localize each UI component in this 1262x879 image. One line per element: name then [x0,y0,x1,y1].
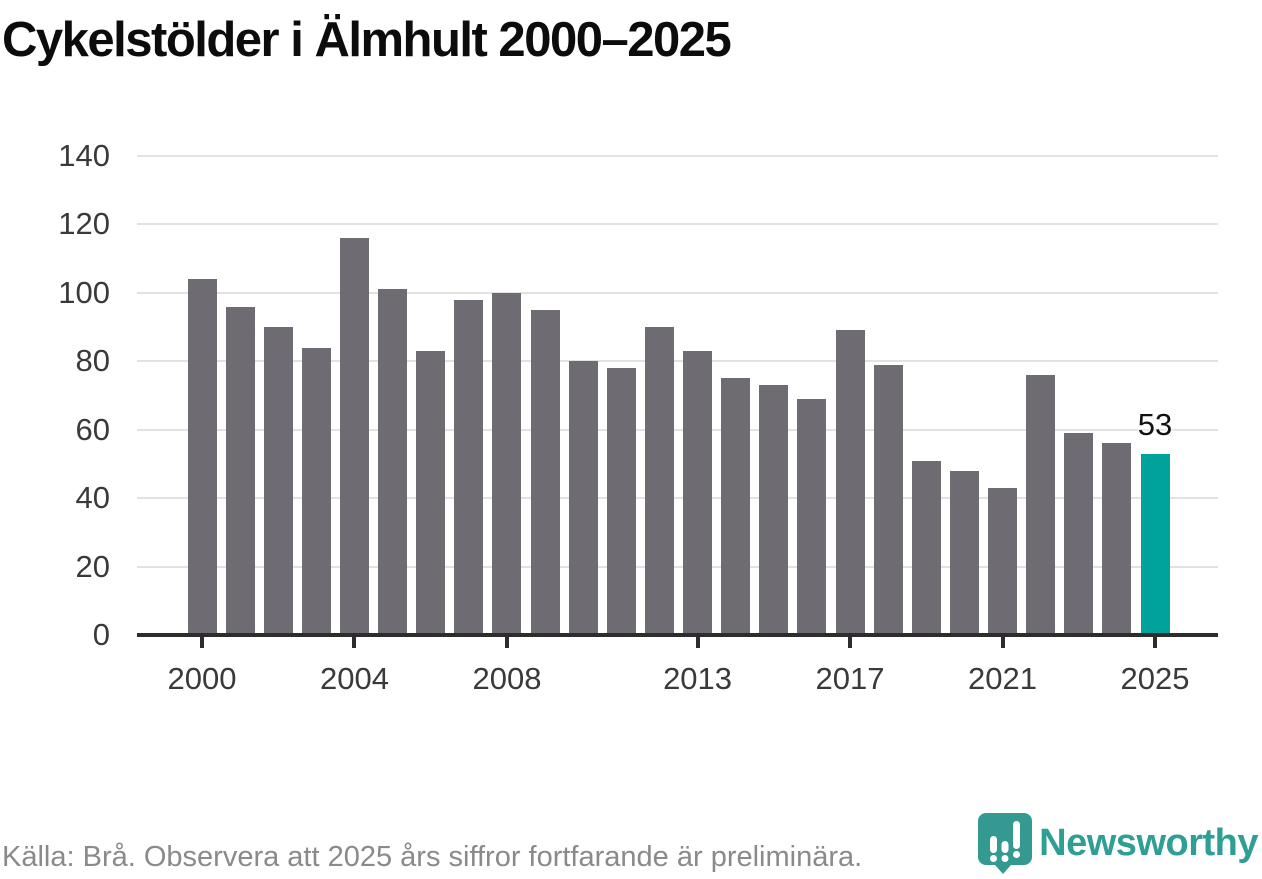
x-tick-2021 [1000,637,1005,648]
y-tick-label-80: 80 [75,343,110,379]
bar-2017 [835,330,865,635]
chart-title: Cykelstölder i Älmhult 2000–2025 [2,13,732,67]
newsworthy-wordmark: Newsworthy [1039,821,1258,864]
bar-2020 [949,470,979,635]
x-tick-2017 [848,637,853,648]
bar-2016 [797,398,827,635]
x-tick-label-2008: 2008 [472,661,542,696]
bar-2008 [492,292,522,635]
bar-2007 [454,299,484,635]
gridline-40 [137,497,1218,500]
bar-2025 [1140,453,1170,635]
bar-2015 [759,385,789,635]
gridline-100 [137,291,1218,294]
bar-chart-map-pin-icon [978,813,1033,874]
bar-2012 [644,327,674,635]
value-label-2025: 53 [1137,406,1173,442]
gridline-20 [137,565,1218,568]
gridline-140 [137,155,1218,157]
x-tick-label-2021: 2021 [968,661,1037,696]
bar-2011 [606,368,636,635]
y-tick-label-20: 20 [75,548,110,584]
x-tick-2025 [1153,637,1157,648]
newsworthy-brand: Newsworthy [977,812,1258,874]
gridline-80 [137,360,1218,363]
bar-2005 [378,289,408,635]
bar-2019 [911,460,941,635]
bar-2009 [530,309,560,635]
source-note: Källa: Brå. Observera att 2025 års siffr… [2,841,863,873]
bar-2013 [683,351,713,635]
x-tick-label-2013: 2013 [663,661,733,696]
x-tick-2013 [695,637,700,648]
y-tick-label-40: 40 [75,480,110,516]
bar-2006 [416,351,446,635]
bar-2022 [1026,374,1056,635]
x-axis-line [137,633,1218,637]
x-tick-label-2000: 2000 [167,661,237,696]
gridline-120 [137,223,1218,226]
bar-2023 [1064,433,1094,635]
y-tick-label-120: 120 [58,206,110,242]
bar-2021 [988,487,1018,635]
bar-2001 [225,306,255,635]
y-tick-label-100: 100 [58,274,110,310]
x-tick-2008 [504,637,509,648]
gridline-60 [137,428,1218,431]
bar-2004 [339,238,369,635]
x-tick-2000 [200,637,204,648]
y-tick-label-140: 140 [58,138,110,173]
bar-2000 [187,279,217,635]
bar-2010 [568,361,598,635]
y-tick-label-60: 60 [75,411,110,447]
bar-2018 [873,364,903,635]
x-tick-2004 [352,637,357,648]
bar-2014 [721,378,751,635]
x-tick-label-2017: 2017 [815,661,885,696]
bar-2002 [263,327,293,635]
x-tick-label-2004: 2004 [319,661,389,696]
bar-2024 [1102,443,1132,635]
bar-2003 [301,347,331,635]
y-tick-label-0: 0 [92,617,110,652]
x-tick-label-2025: 2025 [1120,661,1190,696]
